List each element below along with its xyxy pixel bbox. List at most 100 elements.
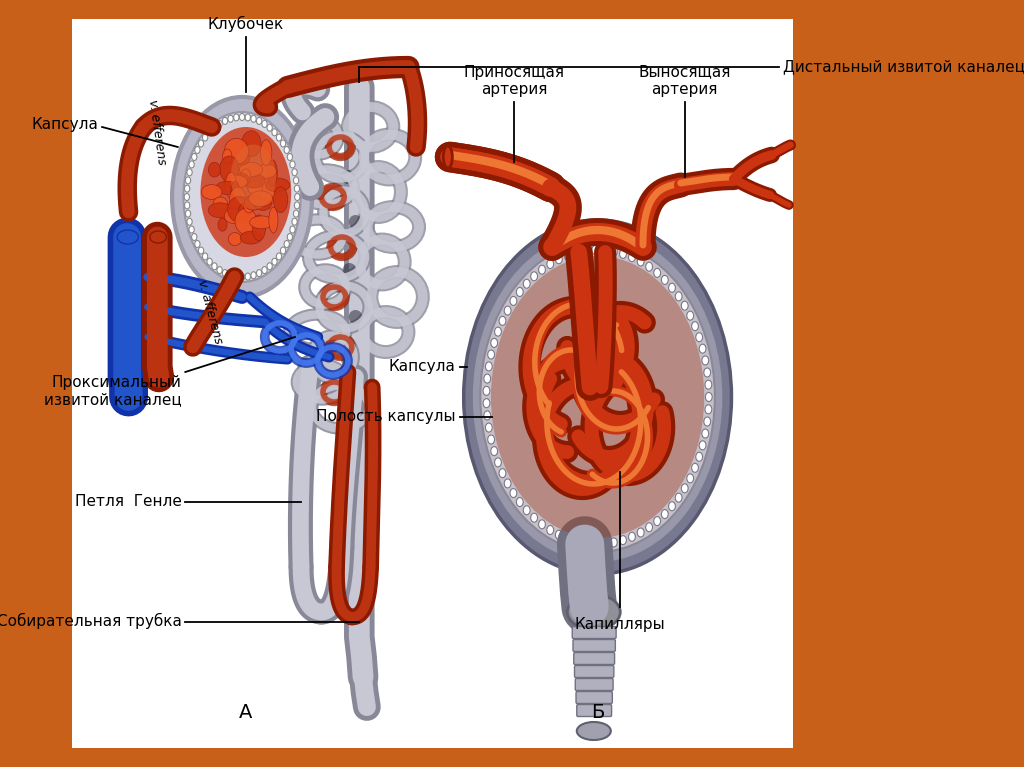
- FancyBboxPatch shape: [574, 666, 613, 677]
- Circle shape: [547, 259, 554, 268]
- Circle shape: [490, 256, 705, 538]
- Circle shape: [691, 463, 698, 472]
- Circle shape: [251, 272, 256, 278]
- Circle shape: [629, 532, 635, 542]
- Circle shape: [620, 249, 627, 258]
- Circle shape: [207, 258, 212, 265]
- Circle shape: [240, 114, 245, 120]
- Ellipse shape: [233, 173, 250, 186]
- Circle shape: [504, 306, 511, 315]
- Circle shape: [699, 344, 706, 353]
- Circle shape: [483, 399, 489, 407]
- Text: v. afferens: v. afferens: [196, 278, 225, 345]
- Circle shape: [601, 539, 608, 548]
- Ellipse shape: [201, 127, 291, 257]
- Circle shape: [245, 273, 251, 280]
- Ellipse shape: [183, 112, 301, 282]
- Circle shape: [701, 429, 709, 438]
- Text: Петля  Генле: Петля Генле: [75, 493, 181, 509]
- Circle shape: [187, 169, 193, 176]
- Circle shape: [662, 509, 669, 518]
- Circle shape: [610, 247, 617, 256]
- Circle shape: [510, 297, 517, 305]
- Text: Капсула: Капсула: [32, 117, 98, 133]
- Ellipse shape: [567, 594, 621, 630]
- Circle shape: [681, 484, 688, 493]
- Circle shape: [245, 114, 251, 121]
- Ellipse shape: [248, 181, 262, 195]
- Circle shape: [487, 350, 495, 359]
- Ellipse shape: [208, 202, 232, 218]
- Circle shape: [669, 283, 676, 292]
- Ellipse shape: [218, 218, 227, 231]
- Ellipse shape: [256, 164, 276, 178]
- Text: Выносящая
артерия: Выносящая артерия: [638, 64, 731, 97]
- Circle shape: [203, 253, 208, 260]
- Circle shape: [233, 114, 239, 121]
- Circle shape: [490, 338, 498, 347]
- Circle shape: [490, 446, 498, 456]
- Circle shape: [294, 185, 300, 193]
- Circle shape: [706, 393, 712, 401]
- Circle shape: [222, 117, 227, 124]
- Circle shape: [653, 268, 660, 278]
- Circle shape: [281, 247, 286, 254]
- Circle shape: [662, 275, 669, 285]
- Circle shape: [592, 539, 599, 548]
- Circle shape: [547, 525, 554, 535]
- Circle shape: [646, 523, 652, 532]
- Circle shape: [516, 288, 523, 297]
- Circle shape: [610, 538, 617, 547]
- Circle shape: [228, 272, 233, 278]
- Ellipse shape: [242, 131, 261, 156]
- Circle shape: [240, 274, 245, 281]
- Ellipse shape: [244, 198, 254, 213]
- Circle shape: [583, 246, 590, 255]
- Circle shape: [189, 161, 195, 168]
- Circle shape: [523, 505, 530, 515]
- Ellipse shape: [248, 163, 260, 177]
- Circle shape: [705, 405, 712, 414]
- Text: Б: Б: [591, 703, 604, 722]
- Ellipse shape: [349, 310, 362, 324]
- Ellipse shape: [245, 195, 262, 210]
- FancyBboxPatch shape: [573, 640, 615, 651]
- Circle shape: [573, 537, 581, 546]
- Ellipse shape: [202, 185, 222, 199]
- Circle shape: [184, 202, 189, 209]
- FancyBboxPatch shape: [577, 705, 611, 716]
- Ellipse shape: [249, 191, 272, 206]
- Ellipse shape: [260, 140, 271, 166]
- Circle shape: [256, 269, 262, 277]
- Circle shape: [573, 248, 581, 257]
- Circle shape: [184, 185, 189, 193]
- Circle shape: [267, 263, 272, 270]
- Circle shape: [292, 219, 297, 225]
- Ellipse shape: [230, 181, 241, 207]
- Circle shape: [691, 321, 698, 331]
- Circle shape: [191, 233, 197, 241]
- Circle shape: [195, 146, 200, 153]
- Ellipse shape: [224, 175, 248, 189]
- Circle shape: [290, 161, 295, 168]
- Circle shape: [687, 311, 693, 320]
- Circle shape: [637, 528, 644, 537]
- Ellipse shape: [213, 197, 227, 210]
- Circle shape: [695, 453, 702, 461]
- Circle shape: [185, 177, 190, 184]
- Circle shape: [187, 219, 193, 225]
- Circle shape: [185, 210, 190, 217]
- Circle shape: [199, 247, 204, 254]
- Ellipse shape: [349, 215, 362, 229]
- Circle shape: [191, 153, 197, 160]
- Circle shape: [217, 267, 222, 274]
- Circle shape: [217, 120, 222, 127]
- Circle shape: [699, 441, 706, 449]
- Circle shape: [495, 328, 502, 336]
- Circle shape: [703, 417, 711, 426]
- Circle shape: [228, 115, 233, 122]
- Circle shape: [290, 226, 295, 233]
- Ellipse shape: [577, 722, 611, 740]
- Circle shape: [499, 469, 506, 478]
- Circle shape: [271, 129, 278, 136]
